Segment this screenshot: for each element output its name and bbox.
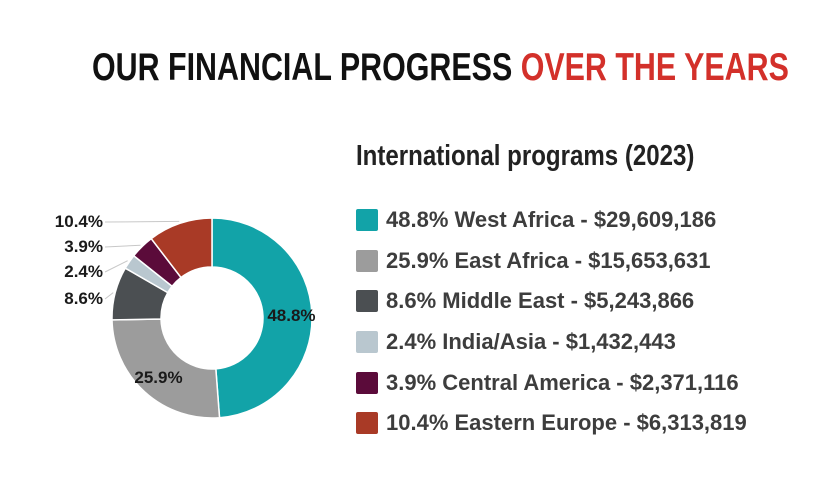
legend-item: 2.4% India/Asia - $1,432,443	[356, 322, 747, 363]
legend-item: 8.6% Middle East - $5,243,866	[356, 281, 747, 322]
chart-legend: 48.8% West Africa - $29,609,186 25.9% Eas…	[356, 200, 747, 444]
slice-label: 2.4%	[64, 262, 103, 281]
legend-item: 48.8% West Africa - $29,609,186	[356, 200, 747, 241]
legend-swatch	[356, 371, 378, 394]
legend-item: 25.9% East Africa - $15,653,631	[356, 241, 747, 282]
slice-label: 3.9%	[64, 237, 103, 256]
slice-label: 8.6%	[64, 289, 103, 308]
leader-line	[104, 244, 141, 248]
legend-swatch	[356, 412, 378, 435]
legend-swatch	[356, 290, 378, 313]
donut-slice	[150, 217, 213, 279]
title-main: OUR FINANCIAL PROGRESS	[91, 46, 521, 89]
donut-slice	[111, 318, 221, 419]
chart-title: International programs (2023)	[356, 140, 695, 172]
leader-line	[104, 260, 128, 273]
legend-swatch	[356, 331, 378, 354]
legend-label: 8.6% Middle East - $5,243,866	[386, 288, 695, 314]
legend-label: 3.9% Central America - $2,371,116	[386, 369, 739, 395]
legend-label: 10.4% Eastern Europe - $6,313,819	[386, 410, 747, 436]
legend-label: 2.4% India/Asia - $1,432,443	[386, 329, 676, 355]
legend-label: 25.9% East Africa - $15,653,631	[386, 247, 711, 273]
donut-slice	[211, 217, 313, 419]
legend-label: 48.8% West Africa - $29,609,186	[386, 207, 717, 233]
slice-label: 25.9%	[134, 368, 182, 387]
leader-line	[104, 220, 180, 223]
slice-label: 48.8%	[267, 306, 315, 325]
legend-item: 3.9% Central America - $2,371,116	[356, 362, 747, 403]
legend-swatch	[356, 209, 378, 232]
page-title: OUR FINANCIAL PROGRESS OVER THE YEARS	[91, 46, 789, 90]
leader-line	[104, 292, 114, 300]
donut-chart: 48.8% 25.9% 10.4% 3.9% 2.4% 8.6%	[55, 212, 316, 419]
legend-item: 10.4% Eastern Europe - $6,313,819	[356, 403, 747, 444]
title-accent: OVER THE YEARS	[520, 46, 789, 89]
legend-swatch	[356, 249, 378, 272]
slice-label: 10.4%	[55, 212, 103, 231]
